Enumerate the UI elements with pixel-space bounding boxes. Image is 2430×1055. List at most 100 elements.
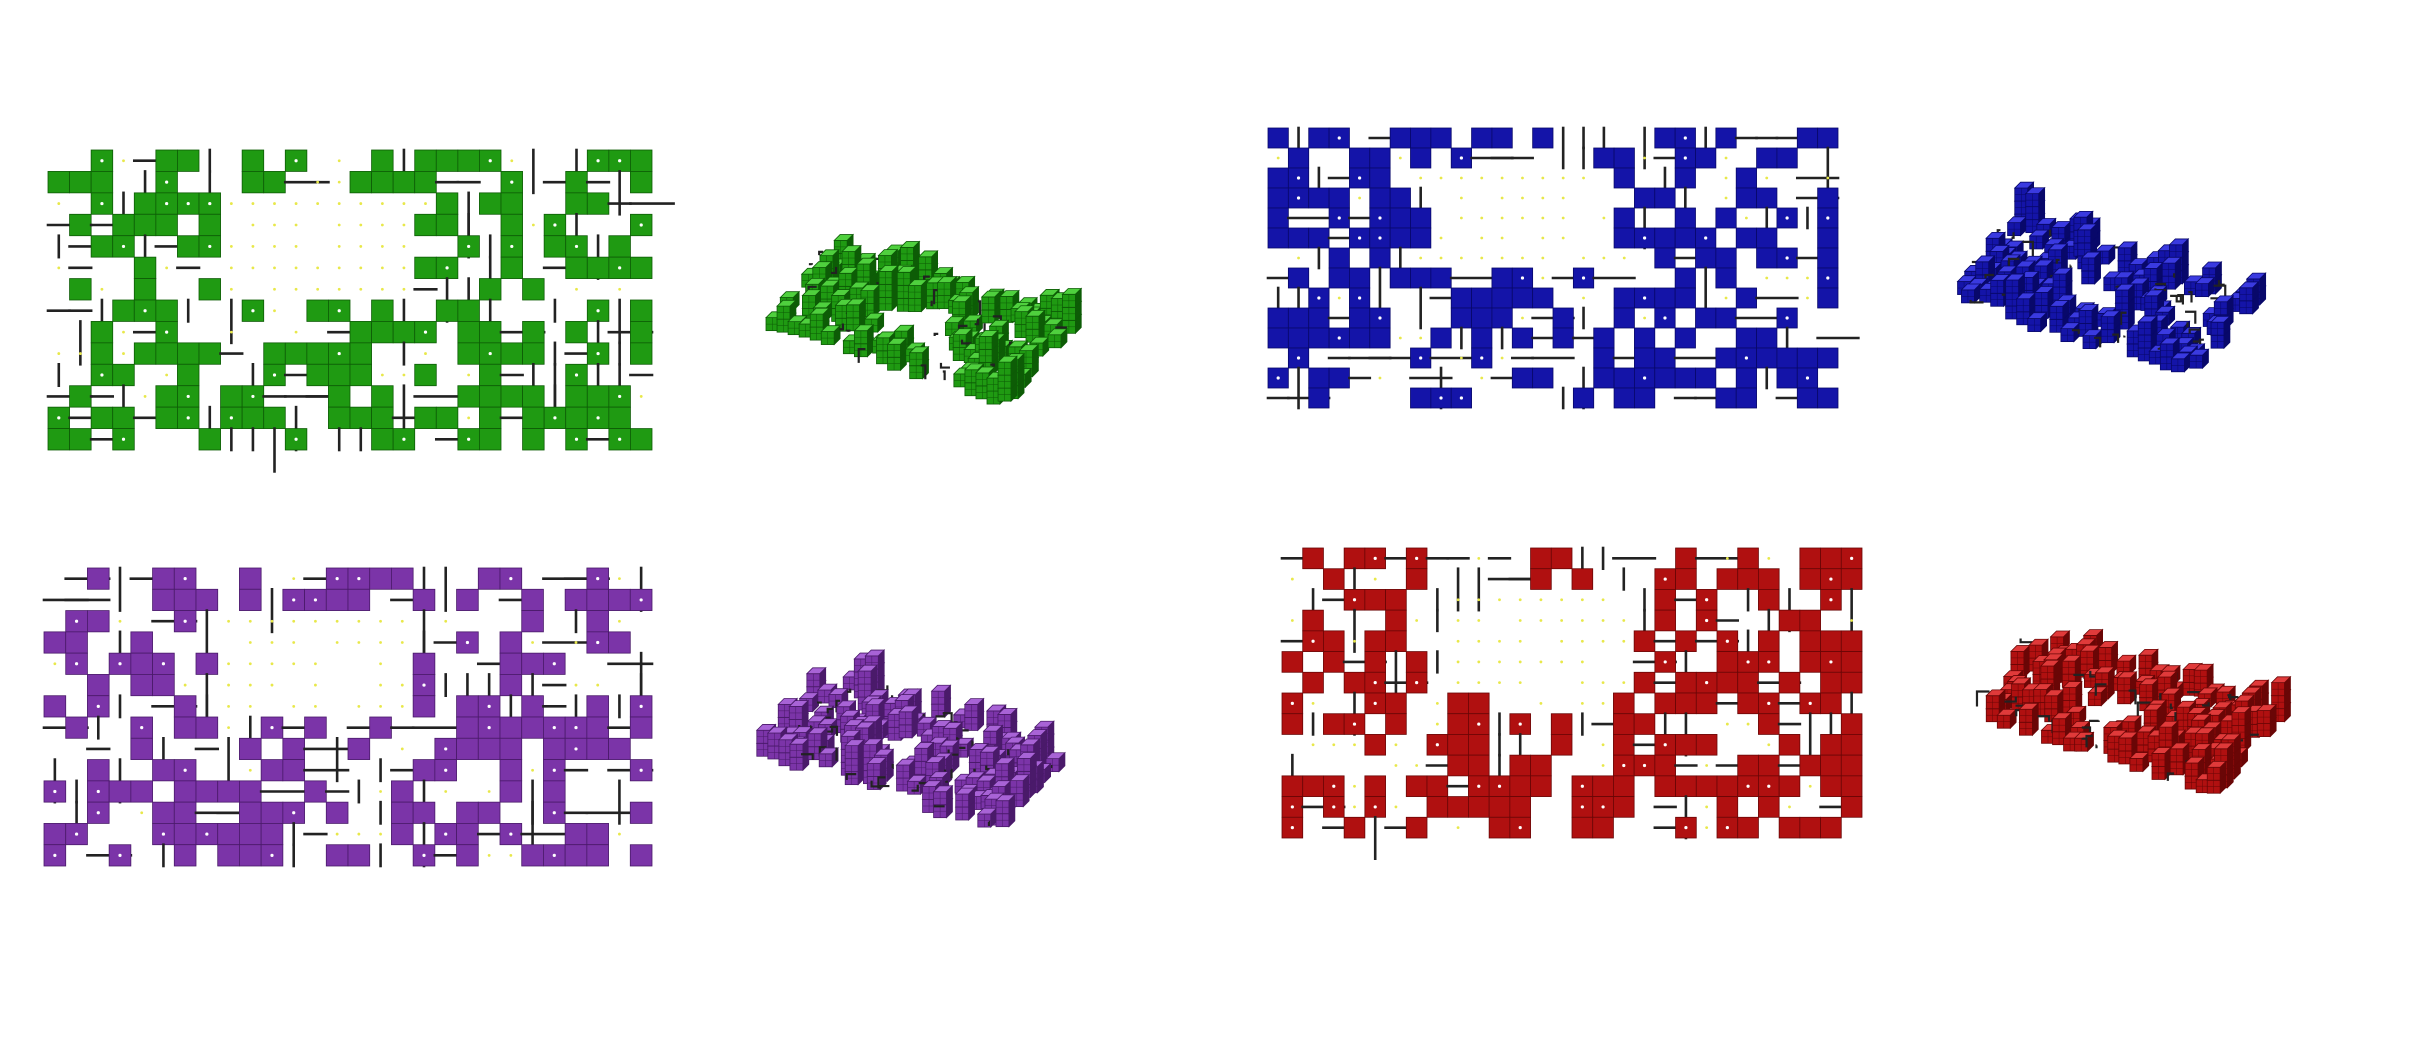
voxel-cell (1369, 327, 1391, 349)
voxel-dot (596, 416, 600, 420)
empty-node-dot (227, 726, 230, 730)
voxel-cell (1308, 307, 1330, 329)
empty-node-dot (379, 641, 382, 644)
empty-node-dot (402, 287, 406, 291)
empty-node-dot (1500, 176, 1504, 180)
voxel-cell (479, 321, 502, 344)
voxel-cube-side (944, 684, 951, 706)
empty-node-dot (248, 683, 252, 687)
empty-node-dot (357, 704, 361, 708)
voxel-dot (1705, 681, 1709, 685)
empty-node-dot (444, 619, 448, 623)
voxel-dot (488, 159, 492, 163)
voxel-cell (1695, 367, 1717, 389)
empty-node-dot (1622, 256, 1626, 260)
voxel-cell (1302, 609, 1324, 632)
voxel-cell (1532, 287, 1554, 309)
voxel-cell (1758, 754, 1780, 777)
voxel-cell (1491, 307, 1513, 329)
empty-node-dot (1290, 619, 1294, 622)
voxel-dot (618, 159, 622, 163)
empty-node-dot (1290, 577, 1294, 581)
voxel-cell (239, 737, 262, 760)
voxel-cell (1302, 547, 1324, 570)
voxel-dot (251, 309, 255, 313)
voxel-cell (217, 844, 240, 867)
voxel-cell (457, 321, 480, 344)
empty-node-dot (1561, 236, 1565, 240)
voxel-cell (1450, 287, 1472, 309)
wire-segment (2185, 310, 2197, 324)
voxel-dot (1725, 639, 1729, 643)
voxel-cell (477, 801, 501, 824)
voxel-dot (618, 266, 622, 270)
voxel-cube-side (1988, 254, 1995, 276)
voxel-cube-side (2215, 261, 2222, 282)
voxel-cell (1820, 734, 1842, 756)
empty-node-dot (1415, 619, 1419, 622)
voxel-cell (499, 674, 523, 697)
voxel-cell (1405, 816, 1428, 839)
voxel-dot (292, 598, 296, 602)
voxel-cell (263, 171, 286, 194)
voxel-cell (1654, 754, 1676, 777)
voxel-cell (392, 171, 416, 194)
voxel-cube-side (991, 329, 999, 351)
voxel-cell (479, 428, 502, 451)
empty-node-dot (1394, 743, 1398, 747)
voxel-cell (500, 213, 523, 237)
voxel-cell (1758, 796, 1780, 818)
voxel-dot (1518, 826, 1522, 830)
empty-node-dot (1541, 236, 1545, 240)
empty-node-dot (118, 619, 122, 623)
voxel-cell (1491, 127, 1513, 149)
voxel-cell (1369, 247, 1391, 269)
voxel-cell (1695, 775, 1718, 797)
empty-node-dot (294, 245, 298, 248)
voxel-cell (1756, 187, 1778, 209)
voxel-cell (1674, 267, 1696, 289)
voxel-cell (1287, 307, 1310, 329)
empty-node-dot (402, 245, 406, 248)
voxel-cell (1592, 775, 1614, 797)
voxel-dot (272, 373, 277, 377)
voxel-cell (1737, 816, 1759, 839)
wire-segment (977, 300, 982, 317)
voxel-dot (335, 577, 339, 581)
empty-node-dot (1561, 216, 1565, 220)
voxel-dot (1767, 701, 1771, 705)
voxel-cell (391, 823, 414, 846)
empty-node-dot (273, 245, 276, 248)
voxel-cell (347, 844, 371, 867)
voxel-cube-side (2062, 299, 2070, 321)
wire-segment (808, 263, 813, 266)
blue-top-view (1266, 126, 1860, 410)
voxel-cell (1308, 127, 1330, 149)
empty-node-dot (1580, 701, 1584, 705)
voxel-cube-side (915, 687, 922, 709)
wire-segment (945, 780, 948, 783)
voxel-cell (130, 737, 153, 760)
voxel-cell (260, 759, 284, 782)
voxel-cell (1613, 167, 1635, 189)
voxel-dot (1378, 216, 1382, 220)
voxel-cube-side (2259, 272, 2267, 293)
wire-segment (939, 362, 950, 369)
voxel-cell (586, 610, 609, 633)
voxel-cell (1369, 147, 1391, 169)
voxel-cell (1511, 327, 1534, 349)
voxel-cell (69, 428, 92, 451)
voxel-cell (304, 716, 327, 739)
voxel-cell (630, 428, 653, 451)
voxel-cell (608, 631, 631, 654)
empty-node-dot (273, 287, 276, 291)
empty-node-dot (1419, 336, 1423, 340)
voxel-cube-side (789, 299, 797, 321)
red-top-view (1280, 546, 1863, 861)
empty-node-dot (1518, 660, 1522, 664)
voxel-cell (1468, 754, 1490, 777)
wire-segment (920, 364, 927, 380)
voxel-cell (152, 567, 175, 590)
voxel-cell (1715, 247, 1737, 269)
voxel-cell (1654, 609, 1676, 632)
